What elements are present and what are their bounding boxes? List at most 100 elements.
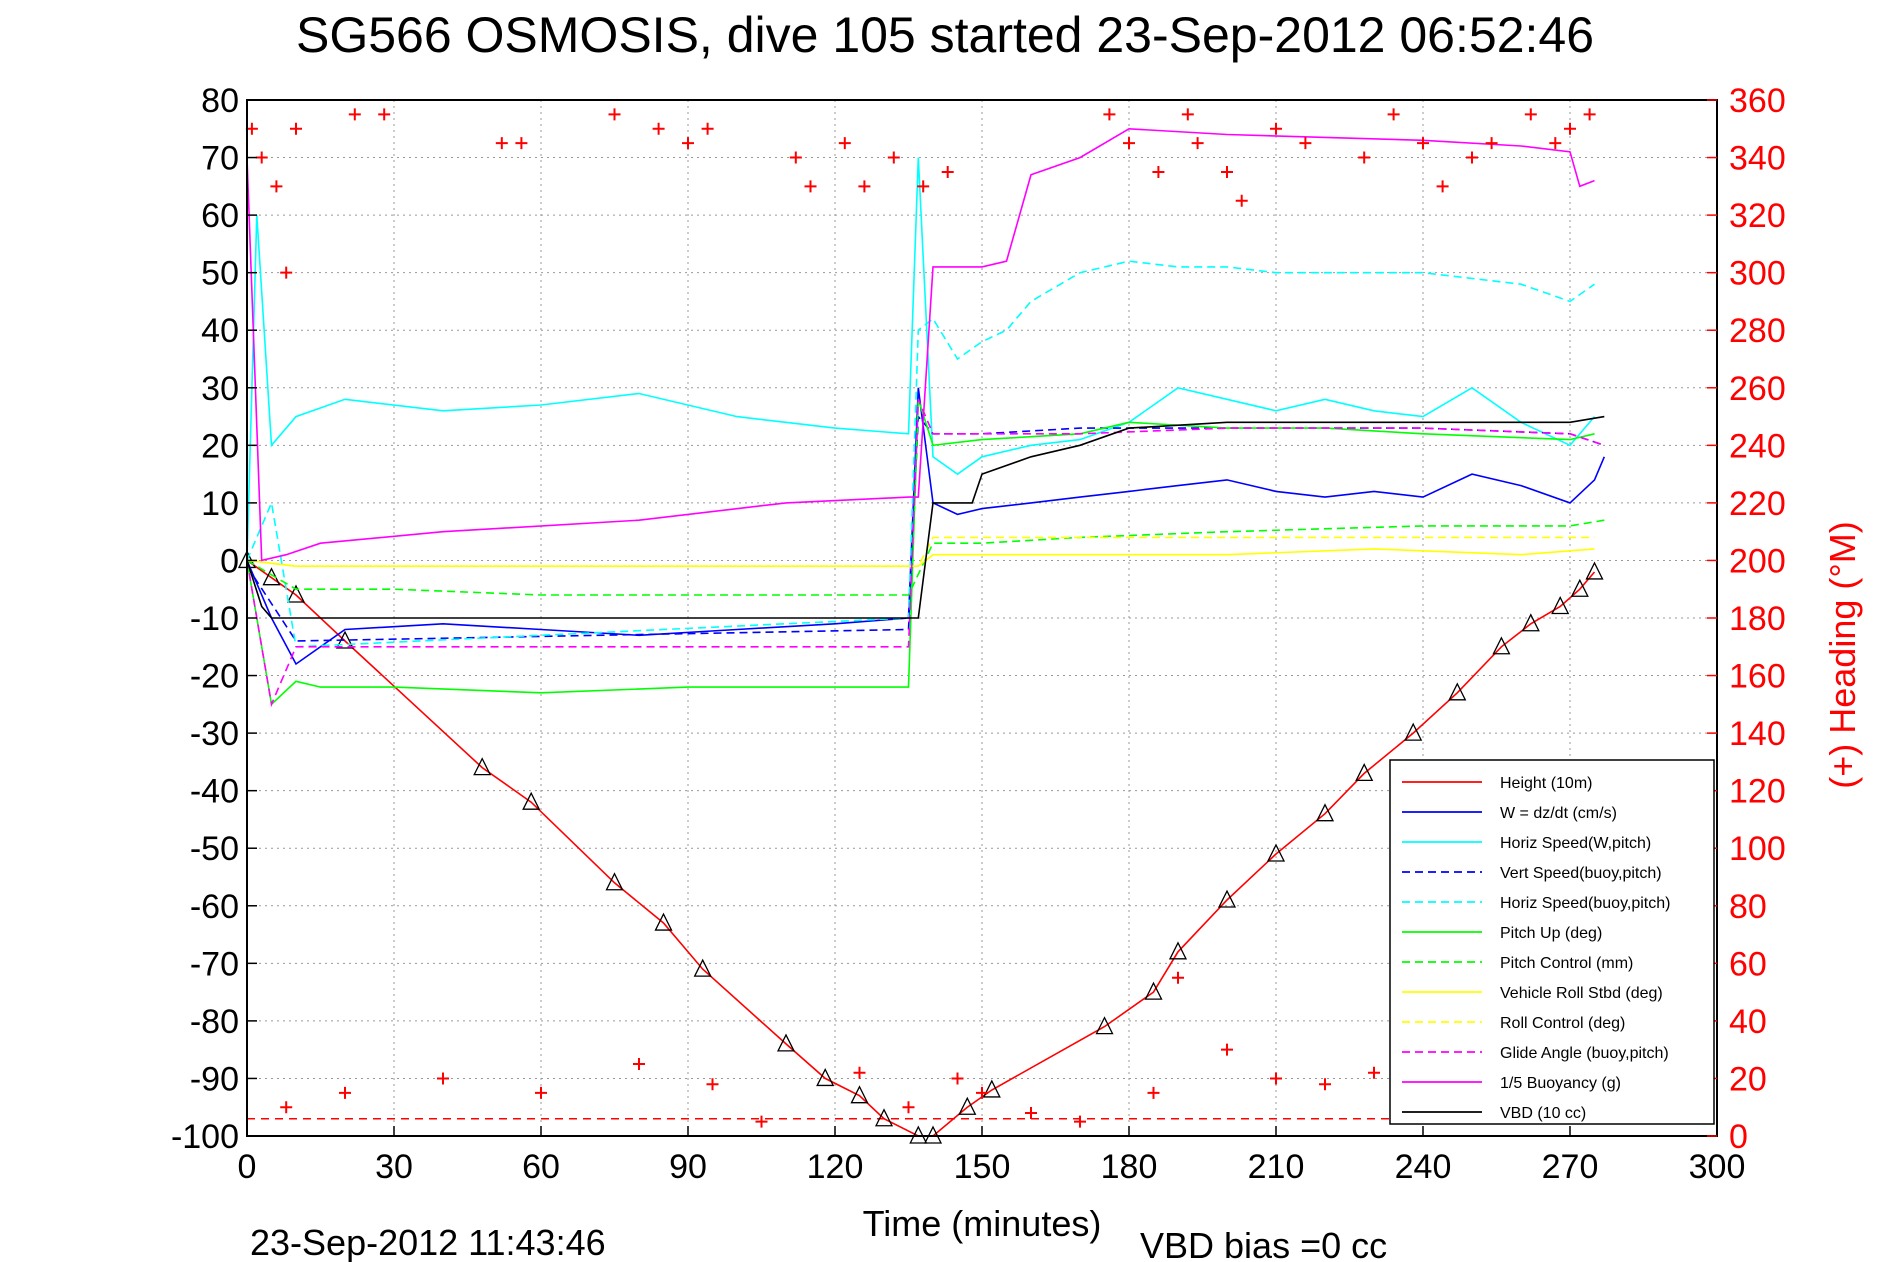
heading-point xyxy=(633,1058,645,1071)
height-marker xyxy=(958,1096,977,1115)
heading-point xyxy=(280,1101,293,1114)
heading-point xyxy=(1299,137,1312,150)
y-left-tick-label: -40 xyxy=(190,773,239,811)
series-line-7 xyxy=(246,548,1595,568)
heading-point xyxy=(652,122,665,135)
x-tick-label: 120 xyxy=(807,1148,864,1186)
series-line-4 xyxy=(246,260,1595,648)
heading-point xyxy=(255,151,268,164)
x-tick-label: 270 xyxy=(1542,1148,1599,1186)
heading-point xyxy=(1583,108,1596,121)
y-right-tick-label: 320 xyxy=(1729,197,1786,235)
heading-point xyxy=(1123,137,1135,150)
heading-point xyxy=(1152,165,1165,178)
height-marker xyxy=(1492,636,1511,655)
heading-point xyxy=(1270,122,1282,135)
height-marker xyxy=(693,958,712,977)
y-left-tick-label: -100 xyxy=(171,1118,239,1156)
legend-entry: Pitch Up (deg) xyxy=(1500,925,1602,942)
heading-point xyxy=(348,108,361,121)
y-left-tick-label: -80 xyxy=(190,1003,239,1041)
heading-point xyxy=(378,108,391,121)
heading-point xyxy=(495,137,508,150)
heading-point xyxy=(1172,971,1184,984)
y-right-tick-label: 360 xyxy=(1729,82,1786,120)
legend-entry: W = dz/dt (cm/s) xyxy=(1500,805,1617,822)
series-line-0 xyxy=(246,559,1596,1137)
heading-point xyxy=(1221,165,1233,178)
x-tick-label: 150 xyxy=(954,1148,1011,1186)
heading-point xyxy=(682,137,694,150)
y-right-tick-label: 260 xyxy=(1729,370,1786,408)
series-line-11 xyxy=(246,415,1605,619)
y-right-tick-label: 220 xyxy=(1729,485,1786,523)
heading-point xyxy=(1524,108,1537,121)
height-marker xyxy=(654,912,673,931)
y-left-tick-label: 40 xyxy=(201,312,239,350)
y-left-tick-label: 50 xyxy=(201,255,239,293)
heading-point xyxy=(902,1101,915,1114)
y-left-tick-label: 80 xyxy=(201,82,239,120)
legend-entry: Horiz Speed(buoy,pitch) xyxy=(1500,895,1670,912)
heading-point xyxy=(1270,1072,1282,1085)
y-right-tick-label: 340 xyxy=(1729,140,1786,178)
height-marker xyxy=(522,791,541,810)
height-marker xyxy=(1217,889,1237,908)
x-tick-label: 210 xyxy=(1248,1148,1305,1186)
heading-point xyxy=(1103,108,1116,121)
height-marker xyxy=(473,757,492,776)
height-marker xyxy=(1355,762,1374,782)
y-left-tick-label: 60 xyxy=(201,197,239,235)
heading-point xyxy=(1358,151,1371,164)
heading-point xyxy=(1564,122,1576,135)
x-tick-label: 180 xyxy=(1101,1148,1158,1186)
legend-box xyxy=(1389,759,1715,1125)
x-axis-ticks: 0 30 60 90 120 150 180 210 240 270 300 xyxy=(238,1126,1746,1186)
height-marker xyxy=(1404,722,1423,741)
heading-point xyxy=(1436,180,1449,193)
heading-point xyxy=(706,1078,719,1091)
height-marker xyxy=(776,1033,796,1052)
heading-point xyxy=(1319,1078,1331,1091)
heading-point xyxy=(1466,151,1478,164)
legend-entry: VBD (10 cc) xyxy=(1500,1105,1586,1122)
y-right-tick-label: 120 xyxy=(1729,773,1786,811)
y-axis-right-label: (+) Heading (°M) xyxy=(1822,521,1863,788)
heading-point xyxy=(755,1115,768,1128)
height-marker xyxy=(1315,803,1335,822)
height-marker xyxy=(286,584,306,603)
series-layer xyxy=(237,127,1717,1144)
legend-entry: Horiz Speed(W,pitch) xyxy=(1500,835,1651,852)
legend-entry: Glide Angle (buoy,pitch) xyxy=(1500,1045,1669,1062)
y-axis-right-ticks: 3603403203002802602402202001801601401201… xyxy=(1707,82,1786,1156)
height-marker xyxy=(1551,596,1570,615)
heading-point xyxy=(1387,108,1400,121)
y-right-tick-label: 240 xyxy=(1729,427,1786,465)
y-right-tick-label: 160 xyxy=(1729,658,1786,696)
heading-point xyxy=(1147,1086,1160,1099)
y-left-tick-label: -30 xyxy=(190,715,239,753)
heading-point xyxy=(280,266,293,279)
heading-point xyxy=(1221,1043,1233,1056)
x-axis-label: Time (minutes) xyxy=(863,1203,1102,1244)
heading-point xyxy=(887,151,900,164)
heading-point xyxy=(1549,137,1562,150)
x-tick-label: 30 xyxy=(375,1148,413,1186)
legend-entry: Roll Control (deg) xyxy=(1500,1015,1625,1032)
series-line-9 xyxy=(246,398,1605,708)
y-axis-left-ticks: 80 70 60 50 40 30 20 10 0 -10 -20 -30 -40 -50 -60 -70 -8… xyxy=(171,82,257,1156)
y-left-tick-label: 70 xyxy=(201,140,239,178)
y-right-tick-label: 0 xyxy=(1729,1118,1748,1156)
x-tick-label: 240 xyxy=(1395,1148,1452,1186)
series-line-8 xyxy=(246,536,1595,568)
height-marker xyxy=(816,1067,835,1087)
height-marker xyxy=(1448,682,1467,701)
height-marker xyxy=(1144,981,1163,1000)
x-tick-label: 300 xyxy=(1689,1148,1746,1186)
heading-point xyxy=(270,180,283,193)
y-right-tick-label: 40 xyxy=(1729,1003,1767,1041)
height-marker xyxy=(1521,613,1540,632)
y-left-tick-label: -50 xyxy=(190,830,239,868)
y-left-tick-label: 20 xyxy=(201,427,239,465)
